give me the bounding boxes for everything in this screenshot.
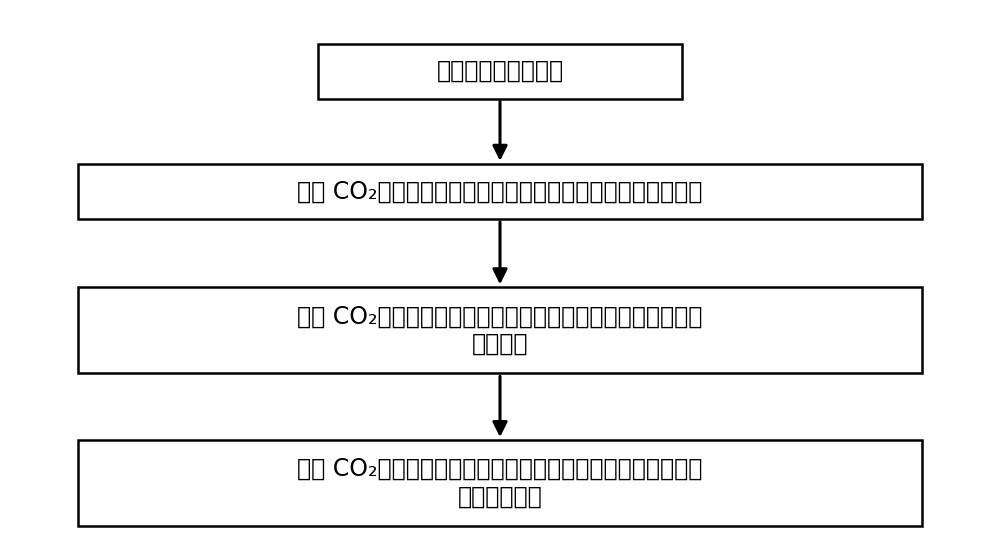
Text: 低粘 CO₂酸液体系围绕主裂缝造次生裂缝，增强主裂缝对周围: 低粘 CO₂酸液体系围绕主裂缝造次生裂缝，增强主裂缝对周围 xyxy=(297,457,703,481)
Text: 行酸刻蚀: 行酸刻蚀 xyxy=(472,332,528,356)
Bar xyxy=(78,440,922,526)
Text: 高粘压裂液造主裂缝: 高粘压裂液造主裂缝 xyxy=(436,59,564,83)
Text: 高粘 CO₂酸液体系进一步延长主裂缝，并对主裂缝进行酸刻蚀: 高粘 CO₂酸液体系进一步延长主裂缝，并对主裂缝进行酸刻蚀 xyxy=(297,179,703,203)
Text: 储层的穿透性: 储层的穿透性 xyxy=(458,485,542,508)
Bar xyxy=(78,164,922,219)
Text: 中粘 CO₂酸液体系围绕中部主裂缝造次生裂缝，并对主裂缝进: 中粘 CO₂酸液体系围绕中部主裂缝造次生裂缝，并对主裂缝进 xyxy=(297,305,703,329)
Bar xyxy=(318,44,682,99)
Bar xyxy=(78,287,922,373)
